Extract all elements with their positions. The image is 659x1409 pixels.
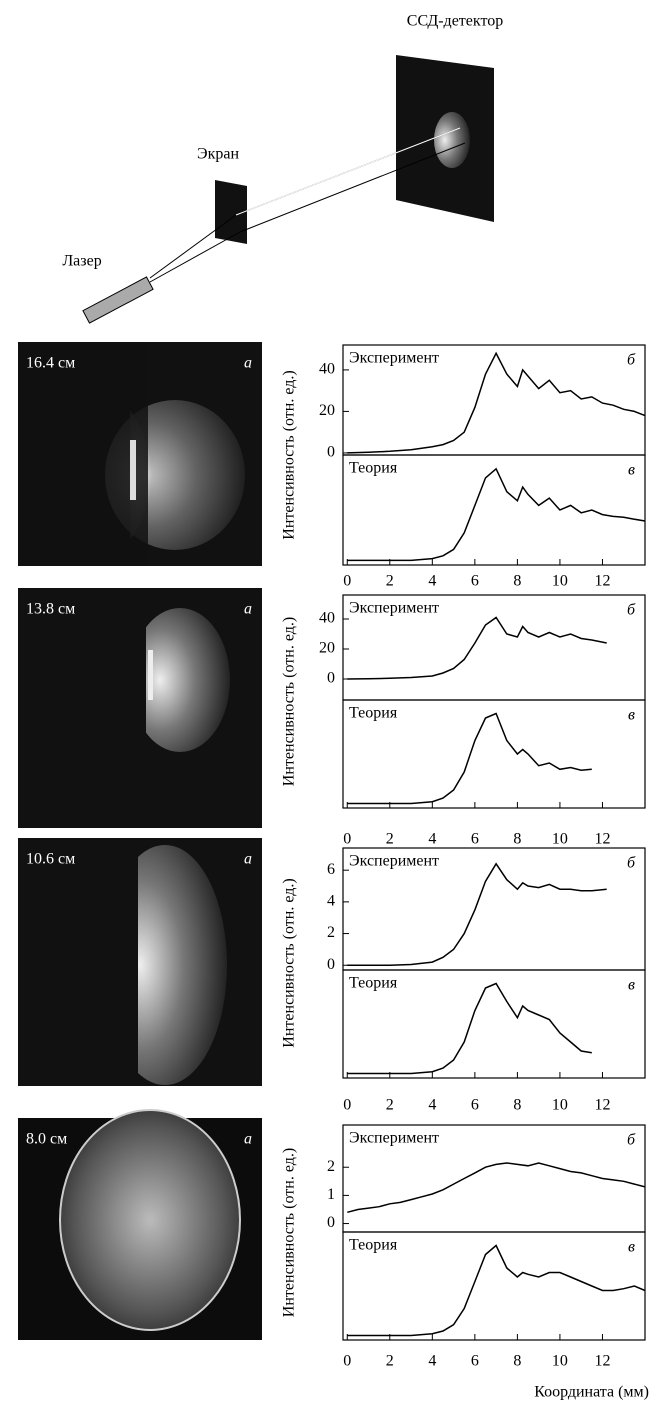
screen-label: Экран [197,146,239,163]
plot-frame [342,699,646,809]
x-tick-label: 12 [594,831,610,848]
series-name: Эксперимент [349,600,439,617]
y-tick-label: 4 [327,893,335,910]
series-line [347,862,607,966]
series-name: Теория [349,975,398,992]
x-tick-label: 0 [343,573,351,590]
x-tick-label: 10 [552,831,568,848]
plot-frame [342,1231,646,1341]
x-tick-label: 8 [513,831,521,848]
y-tick-label: 40 [319,610,335,627]
x-tick-label: 4 [428,1097,436,1114]
y-tick-label: 0 [327,956,335,973]
panel-letter: а [244,601,252,618]
series-line [347,982,592,1075]
panel-letter: б [627,352,636,369]
panel-letter: б [627,602,636,619]
panel-letter: в [628,1239,635,1256]
series-line [347,1162,646,1214]
panel-letter: а [244,355,252,372]
photo [18,342,262,566]
x-tick-label: 6 [471,1097,479,1114]
x-tick-label: 8 [513,1353,521,1370]
detector-spot [434,112,470,168]
x-tick-label: 4 [428,831,436,848]
x-tick-label: 12 [594,573,610,590]
series-line [347,351,646,454]
photo [18,588,262,828]
panel-letter: в [628,462,635,479]
y-axis-label: Интенсивность (отн. ед.) [281,878,298,1047]
y-tick-label: 2 [327,1158,335,1175]
x-tick-label: 2 [386,831,394,848]
laser-label: Лазер [62,253,101,270]
y-tick-label: 0 [327,670,335,687]
x-tick-label: 6 [471,573,479,590]
x-tick-label: 8 [513,1097,521,1114]
photo [18,838,262,1086]
y-tick-label: 1 [327,1186,335,1203]
laser [82,276,154,324]
panel-letter: б [627,855,636,872]
y-axis-label: Интенсивность (отн. ед.) [281,617,298,786]
x-tick-label: 12 [594,1097,610,1114]
series-name: Эксперимент [349,1130,439,1147]
y-tick-label: 20 [319,640,335,657]
x-tick-label: 4 [428,573,436,590]
plot-frame [342,969,646,1079]
distance-label: 16.4 см [26,355,75,372]
x-tick-label: 2 [386,1353,394,1370]
screen [215,180,247,244]
series-name: Эксперимент [349,853,439,870]
distance-label: 10.6 см [26,851,75,868]
x-tick-label: 0 [343,831,351,848]
panel-letter: б [627,1132,636,1149]
x-tick-label: 0 [343,1353,351,1370]
y-tick-label: 0 [327,1214,335,1231]
x-tick-label: 10 [552,1353,568,1370]
x-tick-label: 2 [386,1097,394,1114]
y-tick-label: 6 [327,861,335,878]
series-line [347,1244,646,1337]
photo [18,1109,262,1340]
panel-letter: в [628,707,635,724]
x-tick-label: 6 [471,831,479,848]
series-name: Теория [349,705,398,722]
y-tick-label: 20 [319,402,335,419]
distance-label: 8.0 см [26,1131,67,1148]
series-name: Теория [349,1237,398,1254]
distance-label: 13.8 см [26,601,75,618]
x-tick-label: 4 [428,1353,436,1370]
x-tick-label: 10 [552,573,568,590]
x-tick-label: 6 [471,1353,479,1370]
panel-letter: а [244,851,252,868]
x-tick-label: 0 [343,1097,351,1114]
x-tick-label: 10 [552,1097,568,1114]
series-name: Эксперимент [349,350,439,367]
panel-letter: в [628,977,635,994]
x-tick-label: 12 [594,1353,610,1370]
panel-letter: а [244,1131,252,1148]
plot-frame [342,454,646,566]
y-tick-label: 40 [319,361,335,378]
series-line [347,467,646,562]
y-tick-label: 0 [327,444,335,461]
y-axis-label: Интенсивность (отн. ед.) [281,1148,298,1317]
series-line [347,712,592,805]
x-tick-label: 2 [386,573,394,590]
x-tick-label: 8 [513,573,521,590]
series-line [347,616,607,680]
series-name: Теория [349,460,398,477]
x-axis-label: Координата (мм) [534,1384,649,1401]
y-axis-label: Интенсивность (отн. ед.) [281,370,298,539]
y-tick-label: 2 [327,924,335,941]
detector-label: ССД-детектор [407,13,503,30]
setup-diagram: ССД-детектор Экран Лазер [62,13,503,324]
